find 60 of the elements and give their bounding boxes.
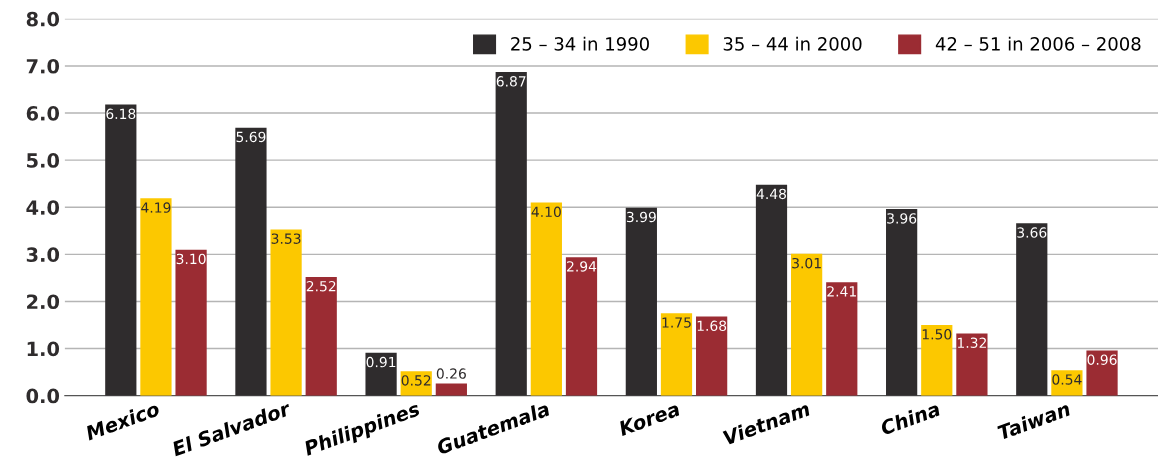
y-tick-label: 1.0	[27, 341, 60, 357]
bar	[755, 184, 788, 396]
x-tick-label: Korea	[617, 401, 681, 437]
data-label: 4.19	[141, 202, 171, 213]
data-label: 6.18	[106, 108, 136, 120]
bar	[1086, 350, 1118, 396]
y-tick-label: 7.0	[26, 58, 60, 74]
data-label: 2.52	[306, 280, 336, 292]
data-label: 1.75	[662, 317, 691, 328]
bar	[625, 207, 657, 396]
data-label: 5.69	[236, 131, 266, 143]
bar	[826, 282, 858, 396]
legend-label: 25 – 34 in 1990	[511, 36, 649, 51]
data-label: 1.32	[957, 337, 986, 348]
bar	[140, 198, 172, 396]
bar	[791, 253, 823, 396]
data-label: 4.10	[531, 206, 561, 218]
y-tick-label: 6.0	[26, 106, 60, 121]
bar	[565, 257, 598, 396]
y-tick-label: 4.0	[26, 200, 60, 215]
bar	[530, 202, 562, 396]
bar	[886, 209, 918, 396]
bar	[175, 249, 207, 396]
bar	[435, 383, 467, 396]
data-label: 3.99	[626, 211, 656, 223]
data-label: 2.94	[567, 261, 597, 272]
data-label: 2.41	[827, 286, 856, 297]
y-tick-label: 0.0	[26, 388, 60, 404]
y-tick-label: 5.0	[27, 153, 60, 168]
y-tick-label: 2.0	[27, 294, 60, 310]
data-label: 3.96	[887, 213, 917, 224]
bar	[660, 313, 693, 396]
bar	[696, 316, 728, 396]
bar	[1016, 223, 1048, 396]
data-label: 0.96	[1087, 354, 1117, 365]
data-label: 0.52	[401, 375, 431, 386]
bar	[921, 324, 953, 396]
x-tick-label: China	[879, 400, 941, 436]
data-label: 4.48	[756, 188, 786, 200]
legend-label: 35 – 44 in 2000	[723, 36, 862, 51]
bar	[956, 333, 988, 396]
bar	[105, 104, 137, 396]
y-tick-label: 8.0	[26, 11, 60, 27]
data-label: 3.53	[271, 233, 301, 244]
data-label: 3.66	[1017, 227, 1047, 238]
data-label: 1.68	[697, 320, 727, 332]
data-label: 6.87	[496, 76, 526, 87]
data-label: 3.01	[792, 257, 821, 269]
legend-label: 42 – 51 in 2006 – 2008	[935, 36, 1141, 51]
bar	[235, 127, 267, 396]
y-tick-label: 3.0	[26, 247, 60, 262]
bar	[270, 229, 302, 396]
bar	[365, 352, 397, 396]
data-label: 0.54	[1052, 374, 1082, 385]
data-label: 1.50	[922, 329, 952, 340]
data-label: 3.10	[176, 253, 206, 265]
data-label: 0.91	[366, 356, 396, 368]
bar	[495, 72, 527, 396]
bar	[305, 276, 337, 396]
data-label: 0.26	[436, 368, 466, 379]
